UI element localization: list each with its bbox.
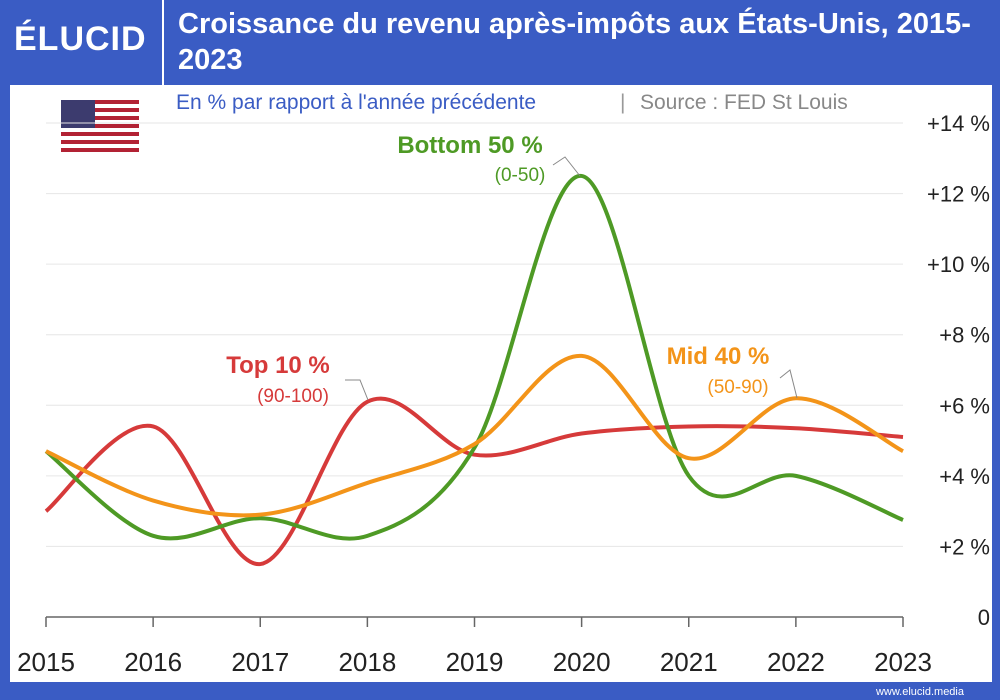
subtitle: En % par rapport à l'année précédente: [176, 91, 536, 114]
y-tick-label: +10 %: [927, 252, 990, 277]
series-range: (50-90): [707, 377, 768, 398]
separator: |: [620, 91, 625, 114]
flag: [61, 100, 139, 152]
series-label: Mid 40 %: [667, 343, 770, 370]
y-tick-label: +8 %: [939, 323, 990, 348]
series-label: Bottom 50 %: [397, 132, 542, 159]
x-tick-label: 2016: [124, 647, 182, 677]
y-tick-label: +12 %: [927, 182, 990, 207]
series-range: (90-100): [257, 386, 329, 407]
logo: ÉLUCID: [14, 20, 147, 58]
x-tick-label: 2017: [231, 647, 289, 677]
x-tick-label: 2020: [553, 647, 611, 677]
leader-line: [552, 156, 581, 177]
x-tick-label: 2021: [660, 647, 718, 677]
y-tick-label: +4 %: [939, 464, 990, 489]
y-tick-label: +6 %: [939, 393, 990, 418]
x-tick-label: 2015: [17, 647, 75, 677]
line: [44, 173, 904, 541]
y-tick-label: +2 %: [939, 534, 990, 559]
line: [44, 396, 904, 567]
divider: [162, 0, 164, 85]
x-tick-label: 2018: [338, 647, 396, 677]
source: Source : FED St Louis: [640, 91, 848, 114]
leader-line: [345, 379, 369, 401]
y-tick-label: 0: [978, 605, 990, 630]
footer: www.elucid.media: [875, 686, 964, 698]
x-tick-label: 2019: [446, 647, 504, 677]
leader-line: [779, 369, 798, 399]
line: [45, 353, 904, 518]
x-tick-label: 2022: [767, 647, 825, 677]
chart-title: Croissance du revenu après-impôts aux Ét…: [178, 8, 971, 76]
x-tick-label: 2023: [874, 647, 932, 677]
series-range: (0-50): [495, 165, 546, 186]
y-tick-label: +14 %: [927, 111, 990, 136]
series-label: Top 10 %: [226, 352, 330, 379]
